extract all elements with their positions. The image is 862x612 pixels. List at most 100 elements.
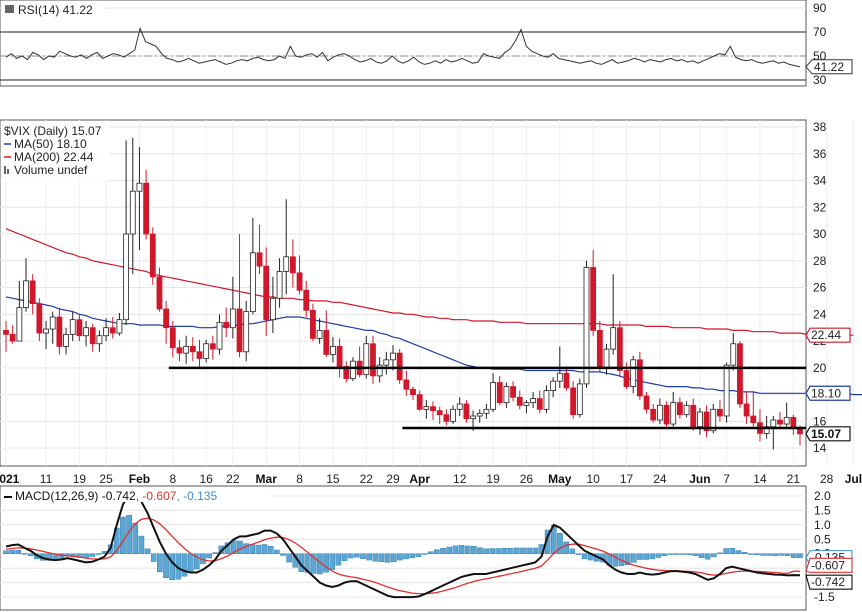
volume-legend-swatch xyxy=(4,166,6,174)
candle-body xyxy=(670,402,677,425)
macd-histogram-bar xyxy=(138,535,145,554)
candle-body xyxy=(496,382,503,404)
x-tick-label: 8 xyxy=(296,472,303,486)
macd-badge-label: -0.607 xyxy=(811,558,845,572)
candle-body xyxy=(470,415,476,420)
candle xyxy=(570,381,577,419)
macd-histogram-bar xyxy=(150,553,157,562)
macd-histogram-bar xyxy=(532,547,539,554)
macd-tick-label: -1.5 xyxy=(814,590,835,604)
candle-body xyxy=(143,182,150,235)
macd-histogram-bar xyxy=(261,544,268,554)
candle-body xyxy=(103,327,109,337)
price-legend-entry: MA(200) 22.44 xyxy=(14,150,94,164)
candle-body xyxy=(203,343,210,359)
macd-histogram-bar xyxy=(3,550,9,554)
price-badge-label: 18.10 xyxy=(811,386,841,400)
rsi-title: RSI(14) 41.22 xyxy=(18,3,93,17)
candle-body xyxy=(29,280,36,305)
candle xyxy=(263,247,270,336)
candle-body xyxy=(176,347,183,354)
price-y-axis: 38363432302826242220181614 xyxy=(813,120,827,455)
x-tick-label: 24 xyxy=(653,472,667,486)
candle xyxy=(723,362,730,423)
candle-body xyxy=(136,182,143,192)
candle xyxy=(96,330,103,352)
macd-histogram-bar xyxy=(464,545,471,554)
price-tick-label: 26 xyxy=(813,281,827,295)
macd-histogram-bar xyxy=(483,548,489,554)
candle xyxy=(69,311,76,342)
x-tick-label: 28 xyxy=(820,472,834,486)
candle-body xyxy=(323,329,330,355)
macd-histogram-bar xyxy=(169,553,175,580)
macd-histogram-bar xyxy=(378,553,385,563)
macd-histogram-bar xyxy=(354,553,360,558)
candle-body xyxy=(43,328,49,334)
macd-histogram-bar xyxy=(766,553,773,556)
candle xyxy=(483,403,490,419)
candle-body xyxy=(710,408,717,432)
candle-body xyxy=(330,346,336,355)
macd-histogram-bar xyxy=(655,553,662,558)
candle xyxy=(76,314,83,342)
candle-body xyxy=(410,388,416,395)
candle xyxy=(683,401,690,418)
candle-body xyxy=(156,276,163,310)
candle xyxy=(336,338,343,378)
candle-body xyxy=(490,382,496,410)
macd-histogram-bar xyxy=(446,546,452,554)
candle xyxy=(697,407,703,435)
candle-body xyxy=(690,404,697,428)
macd-histogram-bar xyxy=(698,553,705,558)
candle-body xyxy=(376,364,383,377)
macd-histogram-bar xyxy=(452,545,459,554)
candle xyxy=(109,316,116,339)
candle xyxy=(656,398,663,425)
candle xyxy=(690,398,697,431)
candle-body xyxy=(129,190,136,235)
candle xyxy=(323,310,330,358)
candle-body xyxy=(83,327,89,337)
macd-histogram-bar xyxy=(791,553,797,558)
candle xyxy=(136,147,143,251)
macd-badge-shape xyxy=(805,574,853,590)
candle xyxy=(310,303,316,342)
x-tick-label: 16 xyxy=(199,472,213,486)
candle-body xyxy=(123,233,130,321)
macd-badge-shape xyxy=(805,557,853,573)
rsi-line xyxy=(5,26,801,68)
candle-body xyxy=(236,308,243,353)
macd-histogram-bar xyxy=(729,548,736,554)
macd-histogram-bar xyxy=(735,550,742,554)
candle-body xyxy=(396,352,403,381)
candle xyxy=(209,335,216,360)
candle xyxy=(777,411,783,430)
candle xyxy=(83,321,89,347)
macd-histogram-bar xyxy=(95,553,102,555)
candle xyxy=(176,339,183,362)
candle-body xyxy=(276,271,283,299)
candle xyxy=(503,382,510,408)
macd-histogram-bar xyxy=(637,553,643,560)
candle-body xyxy=(630,359,637,387)
macd-histogram-bar xyxy=(717,552,723,554)
macd-histogram-bar xyxy=(624,553,631,565)
macd-histogram-bar xyxy=(501,548,508,554)
x-tick-label: 22 xyxy=(360,472,374,486)
candle xyxy=(223,307,230,338)
x-tick-label: 7 xyxy=(723,472,730,486)
macd-histogram-bar xyxy=(495,548,502,554)
macd-legend: MACD(12,26,9) -0.742, -0.607, -0.135 xyxy=(1,487,271,503)
candle xyxy=(23,258,29,312)
candle-body xyxy=(737,343,743,405)
macd-histogram-bar xyxy=(181,553,188,577)
date-x-axis: 2021 11 19 25 Feb 8 16 22 Mar 8 15 22 29 Apr 12 19 26 May… xyxy=(0,472,862,486)
candle-body xyxy=(790,416,797,429)
price-legend-entry: Volume undef xyxy=(14,163,88,177)
macd-histogram-bar xyxy=(384,553,391,563)
candlesticks xyxy=(3,137,803,450)
macd-histogram-bar xyxy=(267,546,274,554)
candle xyxy=(143,169,150,240)
candle xyxy=(543,385,550,414)
